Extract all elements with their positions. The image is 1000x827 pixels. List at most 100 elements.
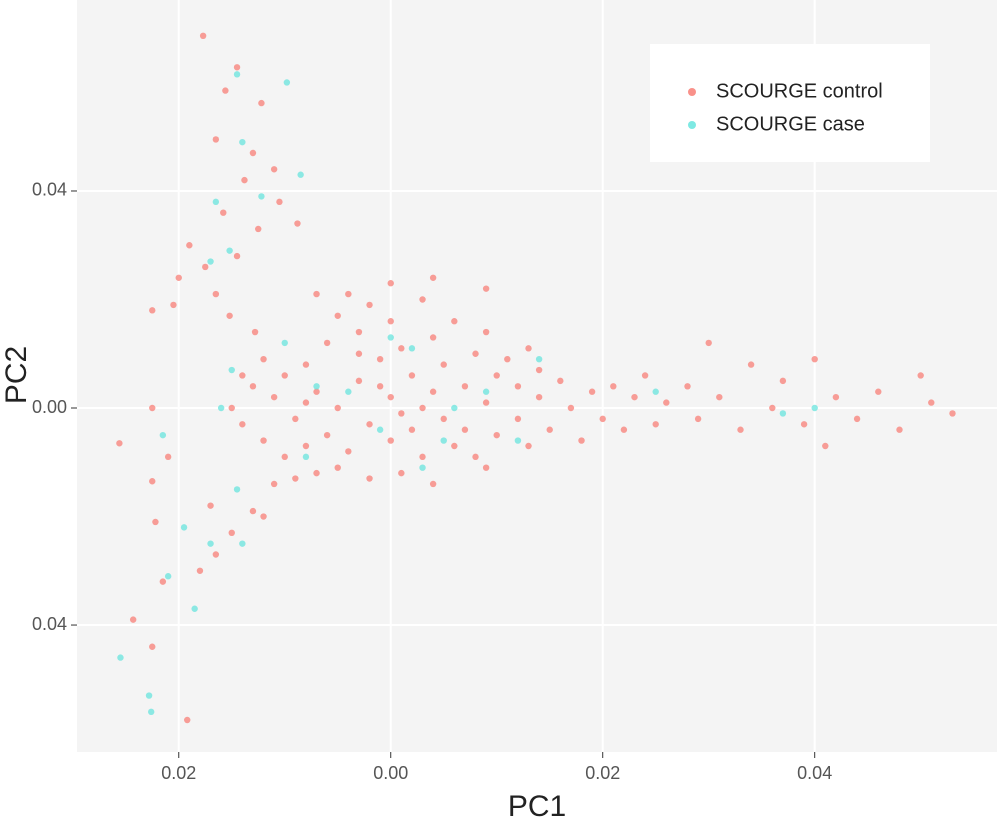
point bbox=[149, 643, 156, 650]
point bbox=[853, 415, 861, 423]
point bbox=[928, 399, 935, 406]
point bbox=[419, 404, 426, 412]
point bbox=[716, 393, 723, 401]
point bbox=[493, 372, 500, 379]
point bbox=[249, 383, 257, 390]
point bbox=[270, 166, 278, 173]
point bbox=[472, 453, 479, 461]
point bbox=[429, 334, 437, 341]
point bbox=[207, 502, 214, 509]
point bbox=[207, 258, 214, 265]
point bbox=[482, 328, 490, 336]
point bbox=[610, 383, 617, 390]
point bbox=[228, 366, 235, 374]
point bbox=[514, 437, 522, 444]
legend-key bbox=[688, 88, 696, 96]
point bbox=[557, 377, 564, 385]
point bbox=[281, 453, 288, 461]
point bbox=[294, 220, 301, 227]
point bbox=[270, 480, 278, 488]
point bbox=[297, 171, 304, 178]
point bbox=[578, 437, 585, 444]
point bbox=[482, 464, 490, 471]
point bbox=[429, 388, 437, 395]
point bbox=[152, 518, 159, 526]
point bbox=[159, 431, 167, 439]
point bbox=[239, 540, 246, 547]
point bbox=[292, 475, 299, 482]
point bbox=[323, 431, 331, 439]
point bbox=[461, 383, 469, 390]
y-tick-label: 0.04 bbox=[32, 614, 67, 634]
point bbox=[302, 361, 310, 368]
point bbox=[302, 399, 310, 406]
point bbox=[212, 198, 220, 206]
y-tick-label: 0.04 bbox=[32, 180, 67, 200]
point bbox=[345, 388, 352, 395]
point bbox=[233, 64, 241, 71]
point bbox=[832, 393, 840, 401]
point bbox=[376, 355, 384, 363]
point bbox=[779, 410, 787, 417]
point bbox=[334, 404, 341, 412]
point bbox=[408, 372, 416, 379]
legend-box bbox=[650, 44, 930, 162]
point bbox=[737, 426, 744, 433]
point bbox=[159, 578, 167, 585]
point bbox=[184, 716, 191, 724]
point bbox=[334, 312, 341, 319]
point bbox=[116, 440, 123, 447]
point bbox=[164, 573, 172, 580]
point bbox=[233, 486, 241, 493]
point bbox=[260, 437, 267, 444]
point bbox=[875, 388, 882, 395]
point bbox=[145, 692, 153, 699]
point bbox=[440, 361, 447, 368]
point bbox=[186, 242, 193, 249]
point bbox=[149, 307, 156, 314]
point bbox=[419, 464, 426, 471]
point bbox=[196, 567, 204, 574]
point bbox=[258, 99, 265, 107]
point bbox=[239, 372, 246, 379]
x-tick-label: 0.02 bbox=[585, 763, 620, 783]
point bbox=[281, 339, 288, 347]
point bbox=[641, 372, 649, 379]
point bbox=[283, 79, 291, 86]
point bbox=[514, 383, 522, 390]
point bbox=[258, 193, 265, 200]
point bbox=[779, 377, 787, 385]
point bbox=[652, 388, 659, 395]
point bbox=[239, 138, 246, 146]
point bbox=[588, 388, 596, 395]
point bbox=[249, 149, 257, 157]
point bbox=[525, 442, 532, 450]
point bbox=[233, 252, 241, 260]
point bbox=[233, 71, 241, 78]
point bbox=[620, 426, 628, 433]
point bbox=[451, 442, 458, 450]
point bbox=[270, 393, 278, 401]
point bbox=[705, 339, 712, 347]
point bbox=[440, 415, 447, 423]
point bbox=[631, 393, 638, 401]
x-axis-title: PC1 bbox=[508, 790, 566, 823]
point bbox=[769, 404, 776, 412]
point bbox=[117, 654, 124, 661]
point bbox=[170, 301, 177, 309]
point bbox=[504, 355, 511, 363]
point bbox=[811, 355, 818, 363]
point bbox=[408, 345, 416, 352]
point bbox=[398, 345, 405, 352]
point bbox=[313, 469, 320, 477]
point bbox=[429, 274, 437, 281]
point bbox=[419, 453, 426, 461]
point bbox=[599, 415, 606, 423]
legend-label: SCOURGE case bbox=[716, 113, 865, 135]
point bbox=[345, 448, 352, 455]
point bbox=[366, 475, 373, 482]
point bbox=[822, 442, 829, 450]
point bbox=[260, 513, 267, 520]
point bbox=[260, 355, 267, 363]
